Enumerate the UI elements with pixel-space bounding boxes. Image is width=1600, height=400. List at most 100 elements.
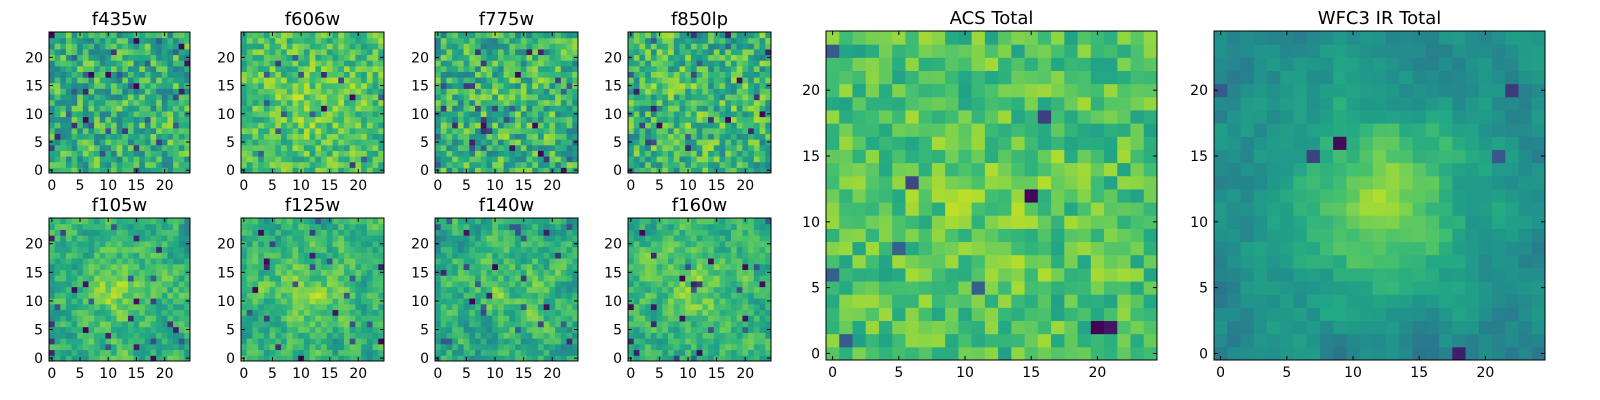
heatmap-cell [258, 82, 265, 89]
heatmap-cell [639, 60, 646, 67]
heatmap-cell [326, 54, 334, 61]
heatmap-cell [252, 309, 259, 316]
heatmap-cell [127, 343, 135, 351]
heatmap-cell [258, 229, 265, 236]
heatmap-cell [673, 48, 680, 56]
heatmap-cell [378, 235, 385, 242]
heatmap-cell [469, 144, 476, 151]
heatmap-cell [349, 116, 356, 123]
heatmap-cell [54, 275, 61, 282]
heatmap-cell [144, 48, 152, 56]
heatmap-cell [326, 326, 334, 333]
heatmap-cell [759, 298, 766, 305]
heatmap-cell [526, 94, 533, 101]
heatmap-cell [555, 355, 562, 362]
heatmap-cell [560, 48, 568, 56]
heatmap-cell [742, 54, 749, 61]
heatmap-cell [178, 77, 185, 84]
heatmap-cell [150, 37, 157, 44]
heatmap-cell [526, 54, 533, 61]
heatmap-cell [326, 292, 334, 299]
heatmap-cell [178, 167, 185, 174]
heatmap-cell [457, 167, 465, 174]
heatmap-cell [708, 355, 715, 362]
heatmap-cell [668, 315, 675, 322]
heatmap-cell [537, 320, 545, 328]
heatmap-cell [286, 94, 293, 101]
heatmap-cell [150, 88, 157, 95]
heatmap-cell [537, 43, 545, 50]
heatmap-cell [241, 309, 248, 316]
heatmap-cell [252, 65, 259, 72]
heatmap-cell [475, 218, 482, 225]
heatmap-cell [332, 32, 339, 39]
heatmap-cell [111, 43, 118, 50]
heatmap-cell [685, 303, 692, 311]
heatmap-cell [127, 252, 135, 259]
heatmap-cell [639, 133, 646, 140]
heatmap-cell [263, 315, 271, 322]
heatmap-cell [286, 326, 293, 333]
heatmap-cell [515, 303, 522, 311]
heatmap-cell [719, 298, 726, 305]
heatmap-cell [309, 292, 316, 299]
heatmap-cell [292, 167, 299, 174]
heatmap-cell [656, 139, 663, 146]
heatmap-cell [725, 110, 732, 118]
heatmap-cell [572, 343, 579, 351]
heatmap-cell [49, 88, 56, 95]
heatmap-cell [742, 82, 749, 89]
heatmap-cell [133, 82, 140, 89]
heatmap-cell [139, 292, 146, 299]
heatmap-cell [366, 77, 374, 84]
heatmap-cell [309, 82, 316, 89]
heatmap-cell [656, 326, 663, 333]
heatmap-cell [480, 37, 487, 44]
heatmap-cell [49, 71, 56, 78]
heatmap-cell [144, 139, 152, 146]
heatmap-cell [515, 263, 522, 270]
heatmap-cell [440, 298, 447, 305]
heatmap-cell [298, 332, 305, 339]
heatmap-cell [469, 156, 476, 163]
heatmap-cell [633, 315, 640, 322]
heatmap-cell [77, 37, 84, 44]
heatmap-cell [702, 156, 709, 163]
heatmap-cell [315, 269, 322, 276]
heatmap-cell [82, 229, 89, 236]
heatmap-cell [515, 218, 522, 225]
heatmap-cell [486, 275, 493, 282]
heatmap-cell [515, 349, 522, 356]
heatmap-cell [378, 37, 385, 44]
heatmap-cell [685, 71, 692, 78]
heatmap-cell [656, 110, 663, 118]
heatmap-cell [99, 326, 106, 333]
heatmap-cell [150, 71, 157, 78]
heatmap-cell [656, 43, 663, 50]
heatmap-cell [246, 144, 253, 151]
heatmap-cell [713, 343, 721, 351]
heatmap-cell [497, 252, 505, 259]
heatmap-cell [343, 298, 351, 305]
heatmap-cell [748, 105, 755, 112]
heatmap-cell [520, 82, 528, 89]
heatmap-cell [566, 349, 573, 356]
heatmap-cell [99, 218, 106, 225]
heatmap-cell [275, 105, 282, 112]
heatmap-cell [281, 280, 288, 288]
heatmap-cell [475, 122, 482, 129]
heatmap-cell [49, 286, 56, 293]
heatmap-cell [286, 133, 293, 140]
heatmap-cell [303, 355, 311, 362]
heatmap-cell [105, 94, 112, 101]
heatmap-cell [184, 127, 191, 135]
heatmap-cell [252, 105, 259, 112]
heatmap-cell [673, 37, 680, 44]
heatmap-cell [759, 332, 766, 339]
heatmap-cell [246, 77, 253, 84]
heatmap-cell [105, 292, 112, 299]
heatmap-cell [111, 326, 118, 333]
heatmap-cell [503, 275, 510, 282]
heatmap-cell [133, 280, 140, 288]
